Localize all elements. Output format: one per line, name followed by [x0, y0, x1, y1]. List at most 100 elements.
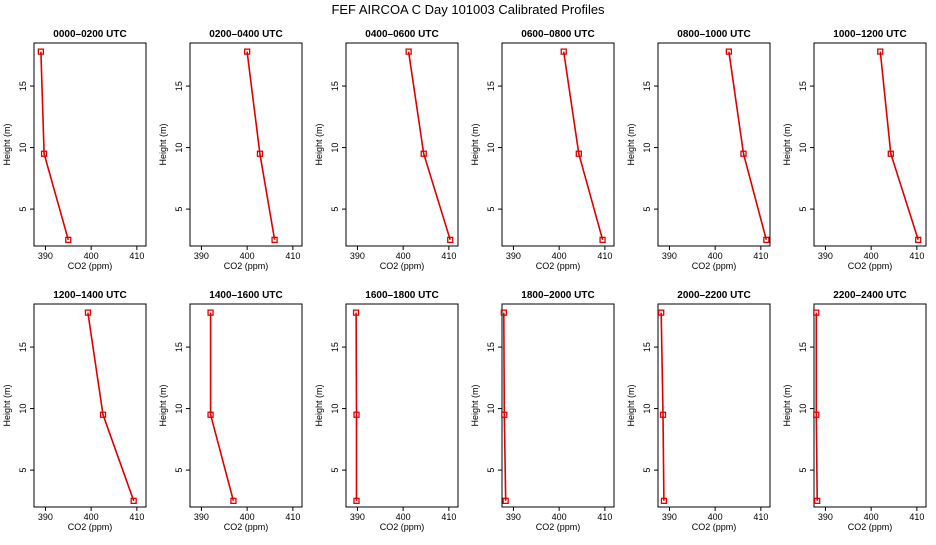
x-axis-label: CO2 (ppm): [380, 261, 425, 271]
y-axis-label: Height (m): [314, 384, 324, 426]
y-tick-label: 15: [642, 81, 652, 91]
y-tick-label: 5: [330, 207, 340, 212]
x-tick-label: 410: [285, 512, 300, 522]
x-tick-label: 390: [506, 251, 521, 261]
plot-frame: [190, 43, 302, 246]
x-tick-label: 410: [597, 512, 612, 522]
plot-frame: [658, 43, 770, 246]
x-tick-label: 410: [441, 251, 456, 261]
profile-line: [729, 52, 766, 240]
y-tick-label: 10: [798, 404, 808, 414]
y-axis-label: Height (m): [470, 123, 480, 165]
y-tick-label: 10: [330, 143, 340, 153]
x-tick-label: 400: [552, 251, 567, 261]
y-tick-label: 5: [18, 468, 28, 473]
plot-frame: [346, 304, 458, 507]
y-tick-label: 10: [18, 143, 28, 153]
panel-title: 0000–0200 UTC: [53, 29, 126, 40]
x-axis-label: CO2 (ppm): [380, 522, 425, 532]
plot-frame: [34, 304, 146, 507]
y-axis-label: Height (m): [314, 123, 324, 165]
y-axis-label: Height (m): [782, 384, 792, 426]
y-tick-label: 15: [486, 342, 496, 352]
y-tick-label: 5: [486, 207, 496, 212]
panel-title: 1400–1600 UTC: [209, 290, 282, 301]
x-tick-label: 400: [396, 512, 411, 522]
y-tick-label: 5: [18, 207, 28, 212]
profile-line: [41, 52, 68, 240]
x-tick-label: 410: [129, 512, 144, 522]
y-tick-label: 5: [174, 207, 184, 212]
plot-frame: [502, 304, 614, 507]
y-axis-label: Height (m): [2, 384, 12, 426]
profile-line: [409, 52, 451, 240]
profile-line: [661, 313, 664, 501]
x-tick-label: 400: [84, 512, 99, 522]
x-tick-label: 400: [864, 512, 879, 522]
x-tick-label: 410: [753, 251, 768, 261]
y-axis-label: Height (m): [158, 123, 168, 165]
x-tick-label: 390: [38, 251, 53, 261]
x-tick-label: 410: [441, 512, 456, 522]
panel-title: 1200–1400 UTC: [53, 290, 126, 301]
x-tick-label: 390: [662, 251, 677, 261]
y-tick-label: 15: [174, 342, 184, 352]
y-tick-label: 10: [642, 404, 652, 414]
x-tick-label: 400: [552, 512, 567, 522]
y-tick-label: 10: [174, 143, 184, 153]
plot-frame: [814, 43, 926, 246]
panel-title: 2200–2400 UTC: [833, 290, 906, 301]
x-tick-label: 400: [396, 251, 411, 261]
y-tick-label: 10: [330, 404, 340, 414]
panel-title: 0400–0600 UTC: [365, 29, 438, 40]
panel-title: 0800–1000 UTC: [677, 29, 750, 40]
x-tick-label: 390: [506, 512, 521, 522]
y-tick-label: 15: [642, 342, 652, 352]
profile-line: [247, 52, 275, 240]
y-tick-label: 10: [486, 404, 496, 414]
y-axis-label: Height (m): [158, 384, 168, 426]
x-tick-label: 400: [84, 251, 99, 261]
x-tick-label: 390: [194, 251, 209, 261]
x-axis-label: CO2 (ppm): [536, 261, 581, 271]
x-axis-label: CO2 (ppm): [224, 261, 269, 271]
y-tick-label: 5: [798, 207, 808, 212]
y-tick-label: 15: [174, 81, 184, 91]
x-tick-label: 410: [909, 251, 924, 261]
x-tick-label: 410: [129, 251, 144, 261]
y-tick-label: 15: [18, 342, 28, 352]
profile-line: [880, 52, 918, 240]
x-tick-label: 410: [753, 512, 768, 522]
x-tick-label: 390: [662, 512, 677, 522]
plot-frame: [190, 304, 302, 507]
x-tick-label: 410: [597, 251, 612, 261]
y-axis-label: Height (m): [2, 123, 12, 165]
plot-frame: [658, 304, 770, 507]
y-tick-label: 15: [798, 342, 808, 352]
y-tick-label: 5: [798, 468, 808, 473]
y-tick-label: 15: [330, 342, 340, 352]
profile-line: [504, 313, 506, 501]
plot-frame: [34, 43, 146, 246]
profile-line: [88, 313, 134, 501]
y-tick-label: 10: [486, 143, 496, 153]
x-tick-label: 390: [350, 512, 365, 522]
panel-title: 0600–0800 UTC: [521, 29, 594, 40]
profile-line: [816, 313, 817, 501]
x-axis-label: CO2 (ppm): [692, 522, 737, 532]
x-axis-label: CO2 (ppm): [848, 522, 893, 532]
x-tick-label: 400: [864, 251, 879, 261]
plot-frame: [502, 43, 614, 246]
y-tick-label: 5: [486, 468, 496, 473]
